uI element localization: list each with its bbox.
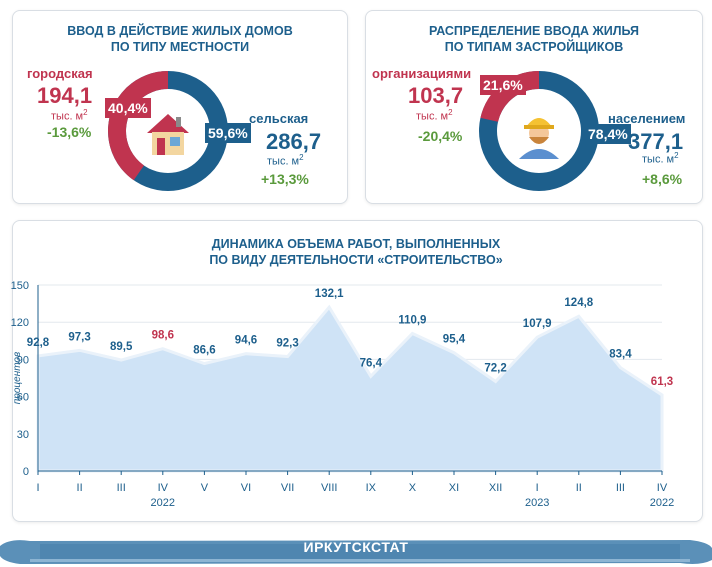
rural-label: сельская: [249, 111, 309, 126]
house-icon: [136, 99, 200, 163]
data-label: 97,3: [68, 331, 90, 343]
chart-title-line2: ПО ВИДУ ДЕЯТЕЛЬНОСТИ «СТРОИТЕЛЬСТВО»: [209, 253, 503, 267]
right-title-line2: ПО ТИПАМ ЗАСТРОЙЩИКОВ: [444, 40, 624, 54]
footer-band: [0, 540, 712, 564]
data-label: 107,9: [523, 318, 552, 330]
data-label: 89,5: [110, 341, 133, 353]
y-tick-label: 120: [11, 317, 29, 329]
x-tick-label: III: [117, 482, 126, 494]
urban-label: городская: [27, 66, 93, 81]
x-tick-label: IX: [366, 482, 377, 494]
housing-by-area-panel: ВВОД В ДЕЙСТВИЕ ЖИЛЫХ ДОМОВ ПО ТИПУ МЕСТ…: [12, 10, 348, 204]
data-label: 94,6: [235, 335, 257, 347]
data-label: 61,3: [651, 376, 673, 388]
chart-title: ДИНАМИКА ОБЪЕМА РАБОТ, ВЫПОЛНЕННЫХ ПО ВИ…: [0, 236, 712, 268]
year-label: 2022: [151, 497, 175, 509]
footer-label: ИРКУТСКСТАТ: [303, 539, 409, 555]
data-label: 92,3: [276, 338, 298, 350]
organizations-slice: [479, 71, 599, 191]
x-tick-label: II: [77, 482, 83, 494]
area-chart: 0306090120150процентовI92,8II97,3III89,5…: [11, 280, 675, 509]
y-tick-label: 30: [17, 429, 29, 441]
data-label: 110,9: [398, 314, 426, 326]
organizations-share: 21,6%: [480, 75, 526, 95]
data-label: 98,6: [152, 330, 174, 342]
urban-unit: тыс. м2: [51, 108, 88, 123]
left-title-line2: ПО ТИПУ МЕСТНОСТИ: [110, 40, 250, 54]
x-tick-label: VIII: [321, 482, 338, 494]
x-tick-label: I: [36, 482, 39, 494]
left-title-line1: ВВОД В ДЕЙСТВИЕ ЖИЛЫХ ДОМОВ: [67, 24, 293, 38]
organizations-label: организациями: [372, 66, 472, 81]
right-panel-title: РАСПРЕДЕЛЕНИЕ ВВОДА ЖИЛЬЯ ПО ТИПАМ ЗАСТР…: [366, 23, 702, 55]
x-tick-label: III: [616, 482, 625, 494]
x-tick-label: IV: [158, 482, 169, 494]
y-axis-label: процентов: [12, 352, 23, 404]
year-label: 2023: [525, 497, 549, 509]
x-tick-label: XII: [489, 482, 502, 494]
urban-change: -13,6%: [47, 124, 92, 140]
y-tick-label: 0: [23, 466, 29, 478]
data-label: 72,2: [484, 362, 506, 374]
y-tick-label: 150: [11, 280, 29, 292]
housing-by-developer-panel: РАСПРЕДЕЛЕНИЕ ВВОДА ЖИЛЬЯ ПО ТИПАМ ЗАСТР…: [365, 10, 703, 204]
data-label: 124,8: [564, 297, 593, 309]
x-tick-label: V: [201, 482, 209, 494]
data-label: 132,1: [315, 288, 344, 300]
data-label: 86,6: [193, 345, 215, 357]
urban-share: 40,4%: [105, 98, 151, 118]
population-label: населением: [608, 111, 686, 126]
x-tick-label: VI: [241, 482, 251, 494]
organizations-value: 103,7: [408, 83, 464, 108]
population-unit: тыс. м2: [642, 151, 679, 166]
y-tick-label: 60: [17, 392, 29, 404]
organizations-change: -20,4%: [418, 128, 463, 144]
population-change: +8,6%: [642, 171, 683, 187]
organizations-unit: тыс. м2: [416, 108, 453, 123]
y-tick-label: 90: [17, 354, 29, 366]
data-label: 95,4: [443, 334, 466, 346]
x-tick-label: II: [576, 482, 582, 494]
data-label: 83,4: [609, 349, 632, 361]
x-tick-label: XI: [449, 482, 459, 494]
urban-value: 194,1: [37, 83, 93, 108]
population-share: 78,4%: [585, 124, 631, 144]
rural-value: 286,7: [266, 129, 322, 154]
rural-share: 59,6%: [205, 123, 251, 143]
urban-slice: [108, 71, 228, 191]
population-value: 377,1: [628, 129, 684, 154]
left-panel-title: ВВОД В ДЕЙСТВИЕ ЖИЛЫХ ДОМОВ ПО ТИПУ МЕСТ…: [13, 23, 347, 55]
data-label: 76,4: [360, 357, 383, 369]
chart-title-line1: ДИНАМИКА ОБЪЕМА РАБОТ, ВЫПОЛНЕННЫХ: [211, 237, 501, 251]
builder-icon: [507, 99, 571, 163]
data-label: 92,8: [27, 337, 50, 349]
x-tick-label: VII: [281, 482, 294, 494]
x-tick-label: X: [409, 482, 417, 494]
x-tick-label: I: [536, 482, 539, 494]
area-series: [36, 304, 664, 473]
rural-change: +13,3%: [261, 171, 309, 187]
right-title-line1: РАСПРЕДЕЛЕНИЕ ВВОДА ЖИЛЬЯ: [428, 24, 640, 38]
rural-unit: тыс. м2: [267, 153, 304, 168]
year-label: 2022: [650, 497, 674, 509]
x-tick-label: IV: [657, 482, 668, 494]
